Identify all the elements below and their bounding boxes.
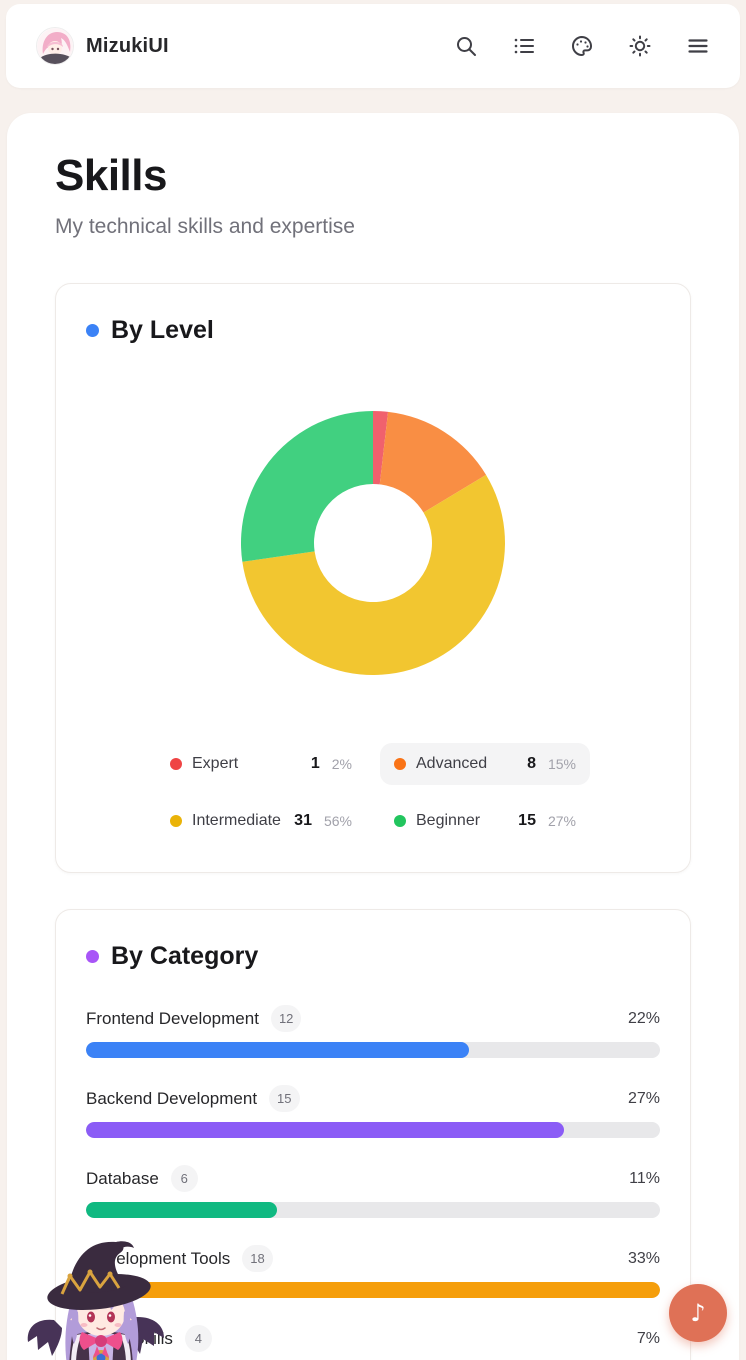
legend-value: 8 xyxy=(527,755,536,772)
legend-value: 31 xyxy=(294,812,312,829)
category-percent: 7% xyxy=(636,1329,660,1347)
category-row-header: Database 6 11% xyxy=(86,1165,660,1192)
category-row-backend-development: Backend Development 15 27% xyxy=(86,1085,660,1138)
legend-label: Advanced xyxy=(416,755,488,772)
legend-percent: 27% xyxy=(547,813,576,829)
category-row-database: Database 6 11% xyxy=(86,1165,660,1218)
legend-percent: 2% xyxy=(331,756,352,772)
site-avatar xyxy=(36,27,74,65)
donut-slice-intermediate[interactable] xyxy=(242,474,505,675)
page-title: Skills xyxy=(55,151,167,200)
header-actions xyxy=(446,26,718,66)
by-level-accent-dot xyxy=(86,324,99,337)
legend-percent: 15% xyxy=(547,756,576,772)
legend-label: Intermediate xyxy=(192,812,281,829)
legend-dot-icon xyxy=(170,815,182,827)
mascot-character[interactable] xyxy=(24,1232,176,1360)
category-percent: 22% xyxy=(627,1009,660,1027)
palette-icon[interactable] xyxy=(562,26,602,66)
brand-home-link[interactable]: MizukiUI xyxy=(36,27,169,65)
progress-track xyxy=(86,1042,660,1058)
by-category-card: By Category Frontend Development 12 22% Bac… xyxy=(55,909,691,1360)
donut-legend: Expert 1 2% Advanced 8 15% Intermediate 31 56% Be… xyxy=(156,743,590,842)
progress-fill xyxy=(86,1042,469,1058)
legend-item-expert[interactable]: Expert 1 2% xyxy=(156,743,366,785)
skill-level-donut-chart xyxy=(86,383,660,703)
category-label: Frontend Development xyxy=(86,1008,259,1028)
category-percent: 11% xyxy=(629,1169,660,1187)
category-row-header: Frontend Development 12 22% xyxy=(86,1005,660,1032)
content-card: Skills My technical skills and expertise… xyxy=(7,113,739,1360)
progress-track xyxy=(86,1202,660,1218)
list-icon[interactable] xyxy=(504,26,544,66)
by-level-title: By Level xyxy=(111,316,214,344)
category-count-badge: 4 xyxy=(184,1325,212,1352)
legend-value: 15 xyxy=(518,812,536,829)
category-percent: 27% xyxy=(627,1089,660,1107)
category-percent: 33% xyxy=(627,1249,660,1267)
search-icon[interactable] xyxy=(446,26,486,66)
category-count-badge: 18 xyxy=(242,1245,273,1272)
category-count-badge: 15 xyxy=(269,1085,300,1112)
legend-item-advanced[interactable]: Advanced 8 15% xyxy=(380,743,590,785)
legend-percent: 56% xyxy=(323,813,352,829)
legend-value: 1 xyxy=(310,755,320,772)
legend-label: Expert xyxy=(192,755,239,772)
category-label: Backend Development xyxy=(86,1088,258,1108)
by-level-card: By Level Expert 1 2% Advanced 8 15% Intermedia… xyxy=(55,283,691,873)
by-category-title-row: By Category xyxy=(86,942,660,971)
progress-track xyxy=(86,1122,660,1138)
donut-slice-advanced[interactable] xyxy=(379,411,487,513)
music-note-icon: ♪ xyxy=(690,1299,706,1327)
donut-slice-beginner[interactable] xyxy=(240,411,373,562)
category-row-frontend-development: Frontend Development 12 22% xyxy=(86,1005,660,1058)
by-category-title: By Category xyxy=(111,942,259,970)
donut-slice-expert[interactable] xyxy=(373,411,389,485)
app-header: MizukiUI xyxy=(6,4,740,88)
by-level-title-row: By Level xyxy=(86,316,660,345)
category-row-header: Development Tools 18 33% xyxy=(86,1245,660,1272)
legend-label: Beginner xyxy=(416,812,481,829)
legend-item-intermediate[interactable]: Intermediate 31 56% xyxy=(156,800,366,842)
legend-dot-icon xyxy=(394,815,406,827)
legend-dot-icon xyxy=(170,758,182,770)
category-label: Database xyxy=(86,1168,159,1188)
music-player-button[interactable]: ♪ xyxy=(669,1284,727,1342)
menu-icon[interactable] xyxy=(678,26,718,66)
legend-item-beginner[interactable]: Beginner 15 27% xyxy=(380,800,590,842)
category-bars: Frontend Development 12 22% Backend Develop… xyxy=(86,1005,660,1360)
category-count-badge: 6 xyxy=(170,1165,198,1192)
legend-dot-icon xyxy=(394,758,406,770)
by-category-accent-dot xyxy=(86,950,99,963)
brand-title: MizukiUI xyxy=(86,34,169,57)
progress-fill xyxy=(86,1202,278,1218)
progress-fill xyxy=(86,1282,660,1298)
category-label: Development Tools xyxy=(86,1248,231,1268)
sun-icon[interactable] xyxy=(620,26,660,66)
progress-track xyxy=(86,1282,660,1298)
progress-fill xyxy=(86,1122,565,1138)
page-subtitle: My technical skills and expertise xyxy=(55,215,355,238)
category-row-development-tools: Development Tools 18 33% xyxy=(86,1245,660,1298)
category-count-badge: 12 xyxy=(270,1005,302,1032)
category-row-header: Backend Development 15 27% xyxy=(86,1085,660,1112)
